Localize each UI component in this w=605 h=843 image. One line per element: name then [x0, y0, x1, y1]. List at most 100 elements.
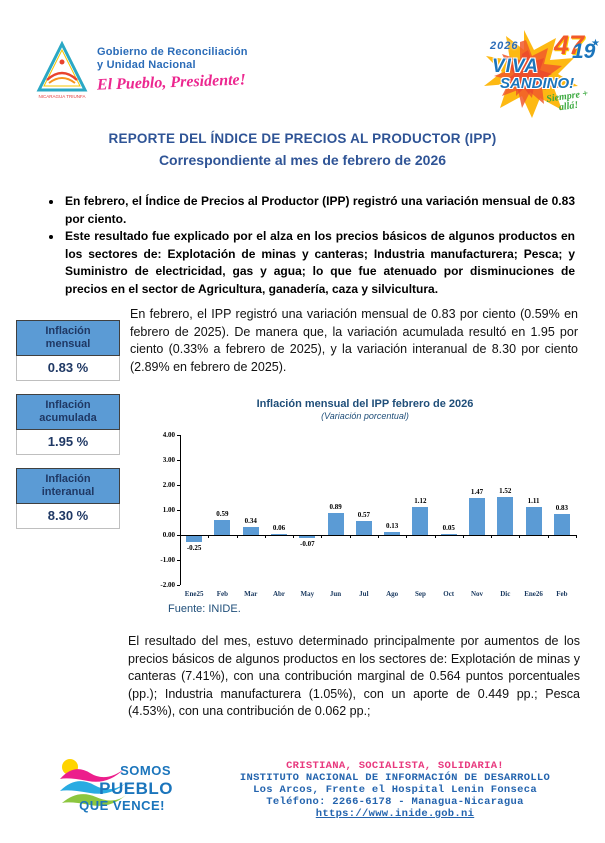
- bar-value-label: 0.13: [386, 521, 399, 530]
- y-tick-mark: [177, 485, 180, 486]
- starburst-icon: [484, 30, 578, 118]
- viva-sandino-logo: 2026 47 19 ★ VIVA SANDINO! Siempre + all…: [474, 28, 600, 120]
- chart-bar: [384, 531, 401, 535]
- bar-value-label: 1.11: [527, 497, 540, 506]
- kpi-column: Inflación mensual 0.83 % Inflación acumu…: [16, 320, 120, 542]
- bullet-list: En febrero, el Índice de Precios al Prod…: [47, 193, 575, 298]
- logo-que-vence: QUE VENCE!: [79, 798, 165, 813]
- gov-name-line2: y Unidad Nacional: [97, 59, 196, 71]
- bar-value-label: 0.89: [329, 502, 342, 511]
- kpi-value: 0.83 %: [16, 356, 120, 381]
- footer-institute: INSTITUTO NACIONAL DE INFORMACIÓN DE DES…: [239, 772, 551, 784]
- x-tick-mark: [576, 535, 577, 538]
- y-tick-label: 3.00: [162, 456, 175, 464]
- x-tick-mark: [236, 535, 238, 538]
- ipp-monthly-chart: Inflación mensual del IPP febrero de 202…: [150, 398, 580, 610]
- chart-bar: [355, 520, 372, 535]
- y-tick-mark: [177, 435, 180, 436]
- x-tick-mark: [321, 535, 323, 538]
- chart-subtitle: (Variación porcentual): [321, 411, 409, 421]
- campaign-star-icon: ★: [591, 38, 600, 49]
- x-tick-mark: [293, 535, 295, 538]
- x-tick-mark: [434, 535, 436, 538]
- footer-address: Los Arcos, Frente el Hospital Lenin Fons…: [253, 784, 537, 796]
- x-tick-mark: [406, 535, 408, 538]
- report-title-line1: REPORTE DEL ÍNDICE DE PRECIOS AL PRODUCT…: [108, 131, 497, 146]
- chart-bar: [327, 512, 344, 535]
- bullet-item: En febrero, el Índice de Precios al Prod…: [63, 193, 575, 228]
- y-tick-label: 1.00: [162, 506, 175, 514]
- x-category-label: May: [300, 590, 315, 598]
- bar-value-label: 0.59: [216, 510, 229, 519]
- campaign-sandino: SANDINO!: [500, 75, 575, 92]
- y-tick-label: 4.00: [162, 431, 175, 439]
- y-tick-mark: [177, 585, 180, 586]
- chart-bar: [271, 533, 287, 535]
- footer-website-link[interactable]: https://www.inide.gob.ni: [315, 808, 475, 820]
- y-tick-mark: [177, 460, 180, 461]
- logo-somos: SOMOS: [120, 763, 171, 778]
- gov-slogan-script: El Pueblo, Presidente!: [96, 71, 247, 94]
- detail-paragraph: El resultado del mes, estuvo determinado…: [128, 634, 580, 718]
- chart-plot-area: 4.00 3.00 2.00 1.00 0.00 -1.00 -2.00 -0.25 Ene25…: [150, 431, 580, 610]
- bar-value-label: 1.12: [414, 497, 427, 505]
- x-tick-mark: [519, 535, 521, 538]
- kpi-value: 8.30 %: [16, 504, 120, 529]
- bar-value-label: 1.52: [499, 487, 512, 495]
- y-axis-line: [180, 435, 181, 585]
- x-category-label: Feb: [216, 590, 229, 598]
- bar-value-label: 1.47: [470, 488, 484, 497]
- y-tick-mark: [177, 560, 180, 561]
- bar-value-label: 0.57: [357, 510, 370, 519]
- bar-value-label: 0.34: [244, 516, 257, 525]
- chart-plot: 4.00 3.00 2.00 1.00 0.00 -1.00 -2.00 -0.25 Ene25…: [160, 431, 577, 598]
- somos-pueblo-logo: SOMOS PUEBLO QUE VENCE!: [58, 757, 173, 833]
- x-category-label: Abr: [272, 590, 286, 598]
- chart-bar: [214, 520, 231, 535]
- y-tick-mark: [177, 535, 180, 536]
- x-category-label: Jun: [329, 590, 342, 598]
- kpi-label: Inflación interanual: [16, 468, 120, 504]
- x-category-label: Feb: [556, 590, 568, 598]
- x-tick-mark: [264, 535, 266, 538]
- report-title-line2: Correspondiente al mes de febrero de 202…: [158, 152, 447, 168]
- nicaragua-emblem-icon: NICARAGUA TRIUNFA: [33, 40, 91, 107]
- x-category-label: Ago: [386, 590, 399, 598]
- bar-value-label: 0.83: [555, 504, 568, 513]
- chart-bar: [242, 526, 259, 535]
- bar-value-label: 0.06: [272, 523, 286, 532]
- x-category-label: Ene26: [524, 590, 543, 598]
- y-tick-mark: [177, 510, 180, 511]
- kpi-value: 1.95 %: [16, 430, 120, 455]
- chart-bar: [412, 507, 429, 535]
- chart-bar: [553, 514, 570, 535]
- chart-source: Fuente: INIDE.: [168, 603, 241, 615]
- campaign-viva: VIVA: [492, 56, 539, 77]
- bar-value-label: -0.07: [299, 539, 315, 548]
- x-category-label: Sep: [414, 590, 426, 598]
- kpi-box-mensual: Inflación mensual 0.83 %: [16, 320, 120, 381]
- chart-bar: [469, 498, 485, 535]
- logo-pueblo: PUEBLO: [99, 779, 173, 798]
- emblem-caption-text: NICARAGUA TRIUNFA: [39, 94, 86, 99]
- campaign-year: 2026: [490, 40, 519, 52]
- bar-value-label: -0.25: [186, 544, 202, 553]
- chart-bar: [299, 536, 316, 538]
- bar-value-label: 0.05: [442, 523, 455, 532]
- footer-slogan: CRISTIANA, SOCIALISTA, SOLIDARIA!: [286, 760, 504, 772]
- x-category-label: Mar: [244, 590, 258, 598]
- chart-bar: [497, 497, 514, 535]
- x-category-label: Oct: [443, 590, 455, 598]
- campaign-47: 47: [554, 30, 585, 60]
- x-tick-mark: [491, 535, 493, 538]
- y-tick-label: 2.00: [162, 481, 175, 489]
- government-logo: NICARAGUA TRIUNFA Gobierno de Reconcilia…: [33, 40, 248, 107]
- x-tick-mark: [180, 535, 181, 538]
- x-category-label: Ene25: [184, 590, 204, 598]
- footer-phone: Teléfono: 2266-6178 - Managua-Nicaragua: [266, 796, 524, 808]
- x-tick-mark: [208, 535, 210, 538]
- x-category-label: Dic: [500, 590, 511, 598]
- bullet-item: Este resultado fue explicado por el alza…: [63, 228, 575, 298]
- kpi-box-acumulada: Inflación acumulada 1.95 %: [16, 394, 120, 455]
